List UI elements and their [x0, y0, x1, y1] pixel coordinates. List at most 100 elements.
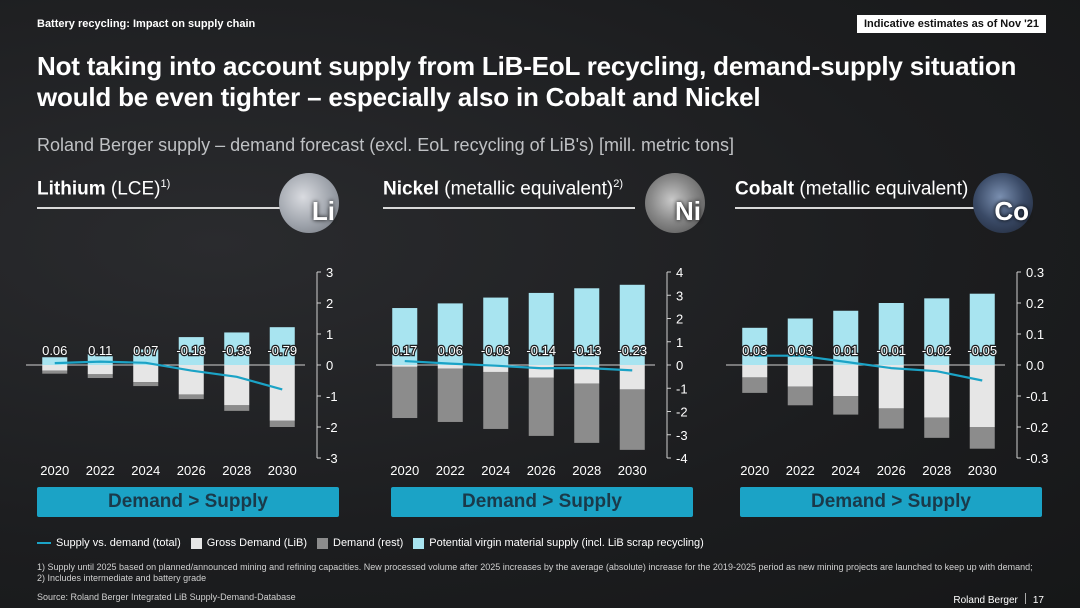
rest-demand-bar: [178, 394, 204, 400]
x-tick-label: 2022: [786, 463, 815, 478]
supply-bar: [437, 303, 463, 365]
y-tick-label: 0: [326, 358, 333, 373]
legend-item-gross: Gross Demand (LiB): [190, 537, 307, 549]
estimate-badge: Indicative estimates as of Nov '21: [856, 15, 1046, 33]
gross-demand-bar: [574, 365, 600, 384]
rest-demand-bar: [42, 370, 68, 374]
lithium-element-image: Li: [279, 173, 339, 233]
supply-vs-demand-line: [404, 359, 633, 372]
rest-demand-bar: [742, 377, 768, 393]
y-tick-label: -0.3: [1026, 451, 1048, 466]
x-tick-label: 2028: [572, 463, 601, 478]
legend-item-rest: Demand (rest): [317, 537, 403, 549]
supply-bar: [392, 308, 418, 365]
y-tick-label: -0.2: [1026, 420, 1048, 435]
rest-demand-bar: [437, 368, 463, 422]
x-tick-label: 2030: [968, 463, 997, 478]
supply-bar: [42, 357, 68, 365]
supply-vs-demand-line: [54, 360, 283, 391]
net-value-label: -0.79: [267, 343, 297, 358]
panel-unit-cobalt: (metallic equivalent): [794, 178, 969, 200]
rest-demand-bar: [87, 374, 113, 379]
y-tick-label: 0.1: [1026, 327, 1044, 342]
net-value-label: -0.05: [967, 343, 997, 358]
legend-label-line: Supply vs. demand (total): [56, 537, 181, 549]
page-subtitle: Roland Berger supply – demand forecast (…: [37, 135, 735, 155]
gross-demand-bar: [483, 365, 509, 372]
legend-item-supply: Potential virgin material supply (incl. …: [413, 537, 704, 549]
nickel-element-image: Ni: [645, 173, 705, 233]
y-tick-label: -2: [326, 420, 338, 435]
gross-demand-bar: [969, 365, 995, 427]
legend-label-rest: Demand (rest): [333, 537, 404, 549]
panel-name-lithium: Lithium: [37, 178, 106, 200]
y-tick-label: 1: [676, 335, 683, 350]
y-tick-label: 4: [676, 265, 683, 280]
brand-footer: Roland Berger 17: [953, 593, 1044, 606]
gross-demand-bar: [619, 365, 645, 390]
y-tick-label: -3: [326, 451, 338, 466]
rest-demand-bar: [528, 377, 554, 436]
legend-item-line: Supply vs. demand (total): [37, 537, 181, 549]
x-tick-label: 2020: [390, 463, 419, 478]
rest-demand-bar: [133, 382, 159, 387]
rest-demand-bar: [833, 396, 859, 415]
topic-label: Battery recycling: Impact on supply chai…: [37, 18, 256, 30]
net-value-label: 0.11: [88, 343, 112, 358]
net-value-label: -0.38: [222, 343, 252, 358]
net-value-label: -0.01: [876, 343, 906, 358]
nickel-demand-banner: Demand > Supply: [391, 487, 693, 517]
panel-unit-lithium: (LCE): [105, 178, 161, 200]
x-tick-label: 2022: [436, 463, 465, 478]
x-tick-label: 2028: [922, 463, 951, 478]
supply-vs-demand-line: [754, 354, 983, 382]
panel-unit-nickel: (metallic equivalent): [438, 178, 614, 200]
gross-demand-bar: [133, 365, 159, 383]
panel-rule: [735, 207, 979, 209]
supply-bar: [178, 337, 204, 365]
nickel-chart: 4 3 2 1 0 -1 -2 -3 -4 2020 2022 2024 2026 2028 2030 0.1…: [376, 265, 688, 478]
brand-divider: [1024, 593, 1026, 604]
lithium-demand-banner: Demand > Supply: [37, 487, 339, 517]
x-tick-label: 2026: [877, 463, 906, 478]
supply-bar: [574, 288, 600, 365]
supply-bar: [619, 284, 645, 365]
panel-name-cobalt: Cobalt: [735, 178, 795, 200]
rest-demand-bar: [619, 389, 645, 450]
brand-name: Roland Berger: [953, 595, 1018, 606]
y-tick-label: -0.1: [1026, 389, 1048, 404]
x-tick-label: 2024: [831, 463, 860, 478]
rest-demand-bar: [924, 417, 950, 438]
supply-bar: [483, 297, 509, 365]
gross-demand-bar: [878, 365, 904, 409]
supply-bar: [833, 310, 859, 365]
element-symbol-li: Li: [311, 196, 335, 226]
net-value-label: 0.01: [833, 343, 858, 358]
y-tick-label: -4: [676, 451, 688, 466]
gross-demand-bar: [437, 365, 463, 369]
x-tick-label: 2020: [740, 463, 769, 478]
x-tick-label: 2024: [131, 463, 160, 478]
x-tick-label: 2030: [618, 463, 647, 478]
y-tick-label: 0.2: [1026, 296, 1044, 311]
gross-demand-bar: [269, 365, 295, 421]
gross-demand-bar: [392, 365, 418, 367]
net-value-label: 0.06: [42, 343, 67, 358]
legend-gross-swatch: [190, 537, 202, 549]
net-value-label: 0.07: [133, 343, 158, 358]
y-tick-label: 1: [326, 327, 333, 342]
rest-demand-bar: [787, 386, 813, 406]
rest-demand-bar: [224, 405, 250, 411]
net-value-label: -0.14: [526, 343, 556, 358]
legend-line-swatch: [37, 542, 51, 544]
cobalt-chart: 0.3 0.2 0.1 0.0 -0.1 -0.2 -0.3 2020 2022 2024 2026…: [726, 265, 1048, 478]
panel-header-lithium: Lithium (LCE)1): [37, 176, 337, 216]
rest-demand-bar: [574, 383, 600, 443]
supply-bar: [269, 327, 295, 365]
legend-label-gross: Gross Demand (LiB): [206, 537, 307, 549]
supply-bar: [742, 327, 768, 365]
x-tick-label: 2020: [40, 463, 69, 478]
net-value-label: 0.06: [438, 343, 463, 358]
supply-bar: [87, 354, 113, 365]
cobalt-element-image: Co: [973, 173, 1033, 233]
